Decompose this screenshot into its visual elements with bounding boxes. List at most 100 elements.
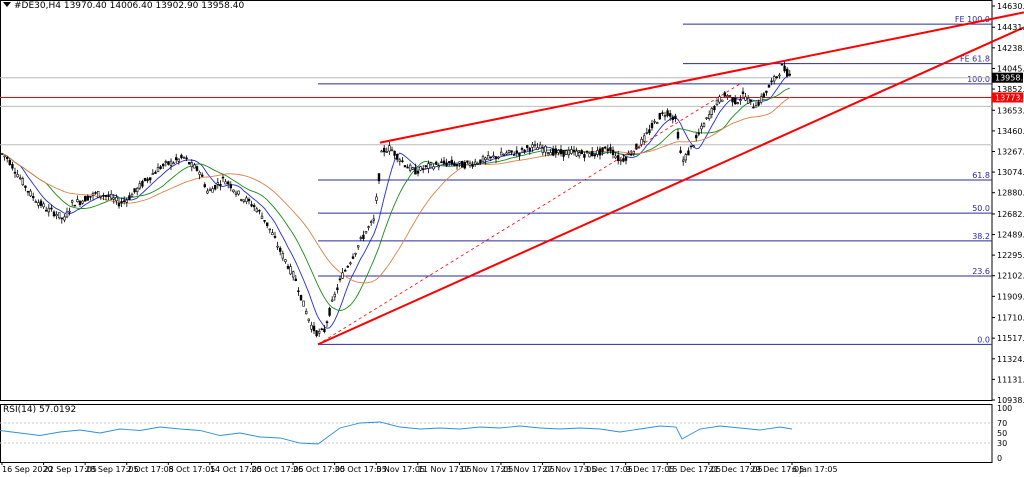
candle-body [718, 96, 721, 103]
price-tick-label: 11517.90 [997, 334, 1024, 343]
dropdown-triangle-icon[interactable] [3, 2, 11, 7]
candle-body [250, 204, 253, 207]
candle-body [333, 293, 336, 298]
candle-body [432, 166, 435, 170]
dashed-trendline [317, 83, 741, 345]
time-tick-label: 9 Dec 17:05 [626, 465, 675, 474]
candle-body [136, 187, 139, 193]
chart-frame [0, 0, 993, 463]
candle-body [754, 105, 758, 108]
candle-body [5, 157, 9, 159]
candle-body [510, 150, 513, 153]
candle-body [42, 203, 45, 208]
candle-body [336, 287, 339, 291]
candle-body [97, 191, 100, 198]
price-tick-label: 14630.10 [997, 2, 1024, 11]
candle-body [18, 177, 22, 180]
candle-body [247, 198, 251, 202]
time-tick-label: 3 Dec 17:05 [584, 465, 633, 474]
candle-body [65, 211, 69, 218]
rsi-tick-label: 50 [997, 429, 1007, 438]
price-tick-label: 12489.00 [997, 231, 1024, 240]
fibonacci-levels: 0.0 23.6 38.2 50.0 61.8 100.0 FE 61.8 FE 100.0 [0, 15, 992, 345]
candle-body [203, 184, 206, 188]
candle-body [362, 234, 365, 240]
candle-body [473, 161, 477, 165]
candle-body [180, 154, 183, 159]
candle-body [216, 182, 219, 185]
candle-body [107, 195, 110, 198]
candle-body [458, 161, 461, 164]
candle-body [528, 147, 532, 151]
price-tick-label: 14045.10 [997, 64, 1024, 73]
candle-body [585, 150, 589, 153]
candle-body [39, 200, 43, 206]
candle-body [281, 253, 284, 259]
current-price-label: 13958.40 [995, 74, 1024, 83]
candle-body [710, 108, 714, 115]
candle-body [112, 197, 116, 200]
candle-body [182, 156, 186, 159]
candle-body [648, 129, 651, 134]
candle-body [515, 150, 519, 153]
candle-body [68, 210, 71, 213]
time-tick-label: 17 Nov 17:05 [459, 465, 513, 474]
candle-body [481, 156, 485, 163]
candle-body [739, 99, 742, 101]
candle-body [455, 164, 459, 166]
fib-level-label: 38.2 [972, 232, 990, 241]
candle-body [284, 259, 287, 262]
fib-level-label: FE 61.8 [960, 55, 990, 64]
candle-body [91, 192, 95, 196]
price-tick-label: 13460.10 [997, 127, 1024, 136]
candle-body [44, 209, 48, 212]
candle-body [596, 150, 599, 155]
candle-body [125, 199, 129, 203]
candle-body [616, 155, 620, 162]
candle-body [518, 152, 521, 156]
candle-body [219, 183, 222, 186]
candle-body [752, 106, 755, 109]
candle-body [614, 155, 617, 159]
time-tick-label: 20 Oct 17:05 [251, 465, 303, 474]
candle-body [260, 215, 264, 220]
candle-body [297, 290, 300, 293]
price-tick-label: 12295.95 [997, 251, 1024, 260]
price-tick-label: 14431.20 [997, 23, 1024, 32]
candle-body [468, 162, 472, 166]
price-tick-label: 12102.90 [997, 272, 1024, 281]
candle-body [549, 152, 552, 156]
rsi-line [0, 421, 793, 445]
price-tick-label: 13852.05 [997, 85, 1024, 94]
candle-body [733, 97, 737, 105]
time-tick-label: 6 Jan 17:05 [792, 465, 838, 474]
candle-body [780, 63, 784, 66]
candle-body [411, 167, 414, 170]
candle-body [658, 113, 662, 120]
candle-body [564, 150, 568, 155]
candle-body [759, 96, 763, 103]
candle-body [24, 185, 27, 188]
time-tick-label: 5 Nov 17:05 [376, 465, 425, 474]
candle-body [57, 212, 61, 219]
candle-body [728, 94, 732, 97]
time-tick-label: 8 Oct 17:05 [168, 465, 215, 474]
candle-body [89, 195, 92, 198]
candle-body [211, 188, 214, 193]
rsi-tick-label: 100 [997, 404, 1012, 413]
candle-body [762, 93, 766, 98]
candle-body [13, 171, 17, 174]
candle-body [302, 300, 305, 307]
candle-body [317, 331, 321, 334]
candle-body [299, 294, 303, 301]
candle-body [554, 148, 558, 154]
candle-body [55, 214, 58, 217]
candle-body [424, 165, 427, 167]
candle-body [99, 195, 103, 198]
candle-body [349, 262, 352, 265]
candle-body [668, 113, 672, 117]
candle-body [687, 150, 690, 156]
candle-body [117, 202, 121, 207]
